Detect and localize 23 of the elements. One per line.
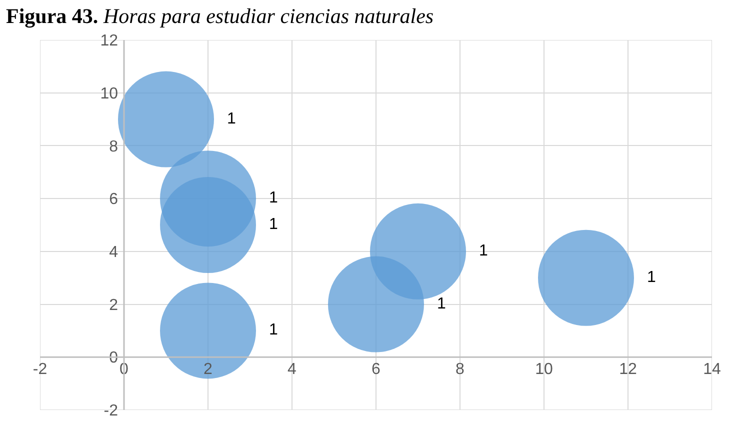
y-tick-label: 10	[100, 85, 118, 102]
data-label: 1	[269, 190, 278, 207]
data-label: 1	[437, 295, 446, 312]
x-tick-label: 14	[703, 361, 721, 378]
y-tick-label: -2	[104, 402, 118, 420]
data-label: 1	[269, 322, 278, 339]
x-tick-label: 6	[372, 361, 381, 378]
data-label: 1	[227, 110, 236, 128]
x-tick-label: 4	[288, 361, 297, 378]
x-tick-label: 2	[204, 361, 213, 378]
y-tick-label: 12	[100, 32, 118, 50]
data-label: 1	[269, 216, 278, 233]
x-tick-label: 10	[535, 361, 553, 378]
y-tick-label: 4	[109, 244, 118, 262]
data-label: 1	[479, 242, 488, 260]
y-tick-label: 2	[109, 296, 118, 314]
chart-title: Figura 43. Horas para estudiar ciencias naturales	[6, 4, 434, 28]
data-label: 1	[647, 268, 656, 286]
y-tick-label: 6	[109, 191, 118, 208]
y-tick-label: 8	[109, 138, 118, 156]
x-tick-label: 12	[619, 361, 637, 378]
x-tick-label: -2	[32, 361, 48, 378]
x-tick-label: 8	[456, 361, 465, 378]
